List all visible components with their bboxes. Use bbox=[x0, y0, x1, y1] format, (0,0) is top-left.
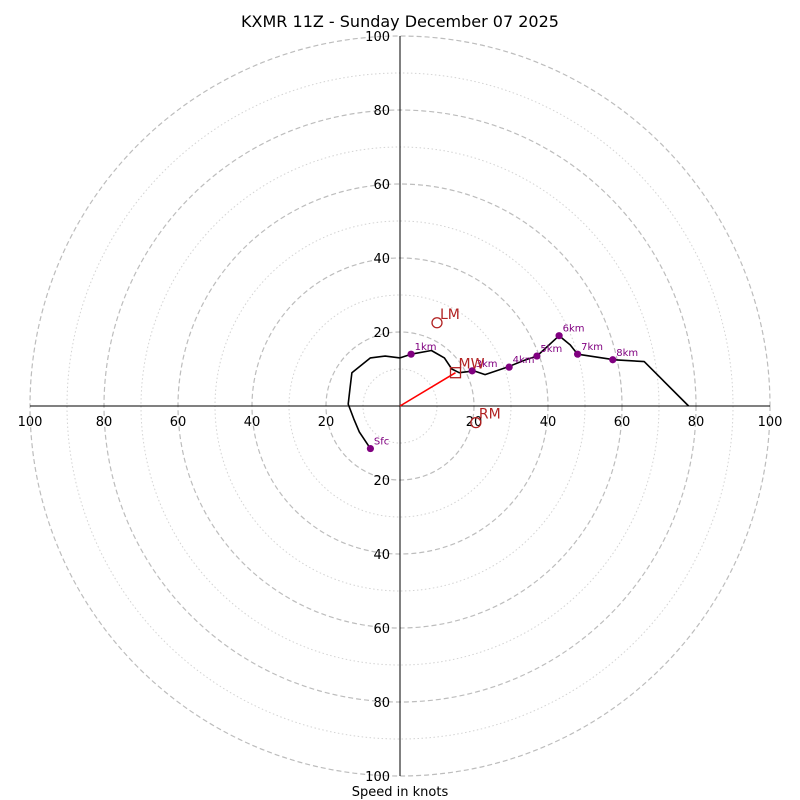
x-tick-label: 40 bbox=[540, 415, 557, 430]
height-label: 8km bbox=[616, 348, 638, 359]
x-tick-label: 20 bbox=[318, 415, 335, 430]
height-label: Sfc bbox=[374, 437, 389, 448]
storm-motion-label: MW bbox=[459, 357, 485, 373]
y-tick-label: 60 bbox=[373, 178, 390, 193]
y-tick-labels: 100 80 60 40 20 20 40 60 80 100 bbox=[365, 30, 390, 785]
shear-vector bbox=[399, 372, 456, 407]
y-tick-label: 40 bbox=[373, 548, 390, 563]
x-tick-label: 80 bbox=[96, 415, 113, 430]
storm-motion-marker bbox=[449, 367, 462, 379]
height-point bbox=[533, 352, 541, 360]
y-tick-label: 100 bbox=[365, 770, 390, 785]
height-label: 6km bbox=[563, 324, 585, 335]
height-point bbox=[609, 356, 617, 364]
height-point bbox=[468, 367, 476, 375]
height-label: 4km bbox=[513, 355, 535, 366]
storm-motion-label: RM bbox=[479, 407, 501, 423]
storm-motion-marker bbox=[431, 317, 443, 329]
storm-motion-markers: LM MW RM bbox=[431, 307, 501, 429]
height-label: 5km bbox=[540, 344, 562, 355]
x-axis-label: Speed in knots bbox=[352, 785, 449, 800]
height-label: 7km bbox=[581, 342, 603, 353]
height-label: 1km bbox=[415, 342, 437, 353]
x-tick-label: 60 bbox=[614, 415, 631, 430]
height-label: 3km bbox=[476, 359, 498, 370]
y-tick-label: 80 bbox=[373, 696, 390, 711]
x-tick-label: 40 bbox=[244, 415, 261, 430]
height-point bbox=[505, 363, 513, 371]
y-tick-label: 40 bbox=[373, 252, 390, 267]
height-point bbox=[555, 332, 563, 340]
y-tick-label: 60 bbox=[373, 622, 390, 637]
x-tick-label: 100 bbox=[18, 415, 43, 430]
x-tick-label: 80 bbox=[688, 415, 705, 430]
y-tick-label: 20 bbox=[373, 474, 390, 489]
storm-motion-label: LM bbox=[440, 307, 460, 323]
x-tick-label: 100 bbox=[758, 415, 783, 430]
storm-motion-marker bbox=[470, 416, 482, 429]
chart-title: KXMR 11Z - Sunday December 07 2025 bbox=[241, 12, 559, 31]
height-point bbox=[366, 444, 374, 453]
y-tick-label: 80 bbox=[373, 104, 390, 119]
x-tick-label: 60 bbox=[170, 415, 187, 430]
x-tick-labels: 100 80 60 40 20 20 40 60 80 100 bbox=[18, 415, 783, 430]
y-tick-label: 20 bbox=[373, 326, 390, 341]
height-point bbox=[407, 350, 415, 358]
y-tick-label: 100 bbox=[365, 30, 390, 45]
height-point bbox=[574, 350, 582, 358]
